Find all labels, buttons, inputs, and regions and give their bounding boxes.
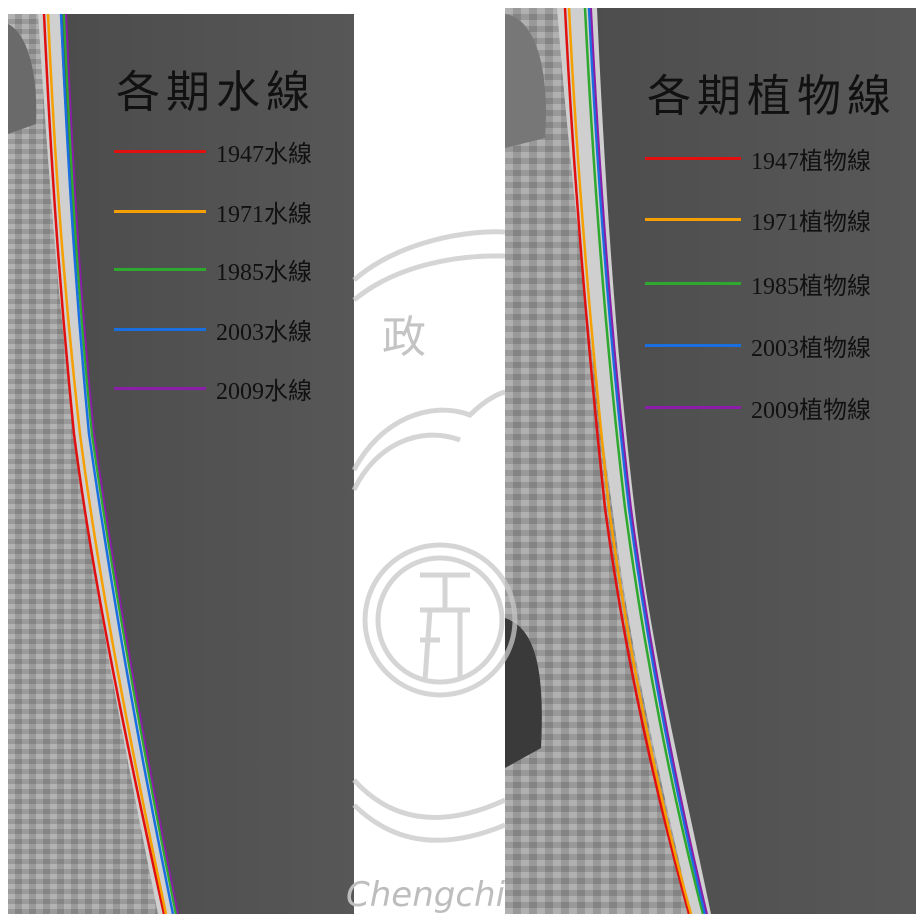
legend-label: 1947植物線 — [751, 149, 871, 175]
legend-label: 1985植物線 — [751, 274, 871, 300]
legend-item: 1985植物線 — [645, 266, 871, 301]
legend-label: 1985水線 — [216, 260, 312, 286]
line-2003 — [587, 8, 707, 914]
line-1985 — [62, 14, 178, 914]
legend-swatch — [645, 344, 741, 347]
line-1985 — [583, 8, 705, 914]
vegetation-line-map-panel: 各期植物線 1947植物線 1971植物線 1985植物線 2003植物線 20… — [505, 8, 916, 914]
legend-label: 2009水線 — [216, 379, 312, 405]
water-line-map-panel: 各期水線 1947水線 1971水線 1985水線 2003水線 2009水線 — [8, 14, 354, 914]
legend-label: 1947水線 — [216, 142, 312, 168]
legend-label: 1971水線 — [216, 202, 312, 228]
legend-item: 1947植物線 — [645, 141, 871, 176]
legend-label: 2003植物線 — [751, 336, 871, 362]
legend-swatch — [114, 387, 206, 390]
legend-label: 1971植物線 — [751, 210, 871, 236]
legend-item: 1971植物線 — [645, 202, 871, 237]
line-1947 — [42, 14, 166, 914]
line-2003 — [59, 14, 175, 914]
line-1971 — [567, 8, 693, 914]
legend-item: 2009植物線 — [645, 390, 871, 425]
legend-item: 2009水線 — [114, 371, 312, 406]
legend-swatch — [645, 157, 741, 160]
legend-label: 2009植物線 — [751, 398, 871, 424]
legend-item: 2003水線 — [114, 312, 312, 347]
legend-swatch — [114, 210, 206, 213]
legend-item: 2003植物線 — [645, 328, 871, 363]
legend-label: 2003水線 — [216, 320, 312, 346]
legend-title: 各期水線 — [116, 67, 316, 118]
legend-swatch — [645, 282, 741, 285]
legend-item: 1985水線 — [114, 252, 312, 287]
satellite-image-vegetation — [505, 8, 916, 914]
legend-swatch — [114, 268, 206, 271]
legend-item: 1947水線 — [114, 134, 312, 169]
line-2009 — [590, 8, 708, 914]
legend-swatch — [645, 218, 741, 221]
legend-swatch — [645, 406, 741, 409]
legend-item: 1971水線 — [114, 194, 312, 229]
watermark-seal-char: 政 — [382, 312, 426, 363]
line-1971 — [46, 14, 168, 914]
legend-swatch — [114, 150, 206, 153]
line-1947 — [563, 8, 691, 914]
legend-title: 各期植物線 — [647, 71, 897, 122]
satellite-image-water — [8, 14, 354, 914]
line-2009 — [65, 14, 179, 914]
watermark-text: Chengchi — [346, 875, 506, 914]
legend-swatch — [114, 328, 206, 331]
